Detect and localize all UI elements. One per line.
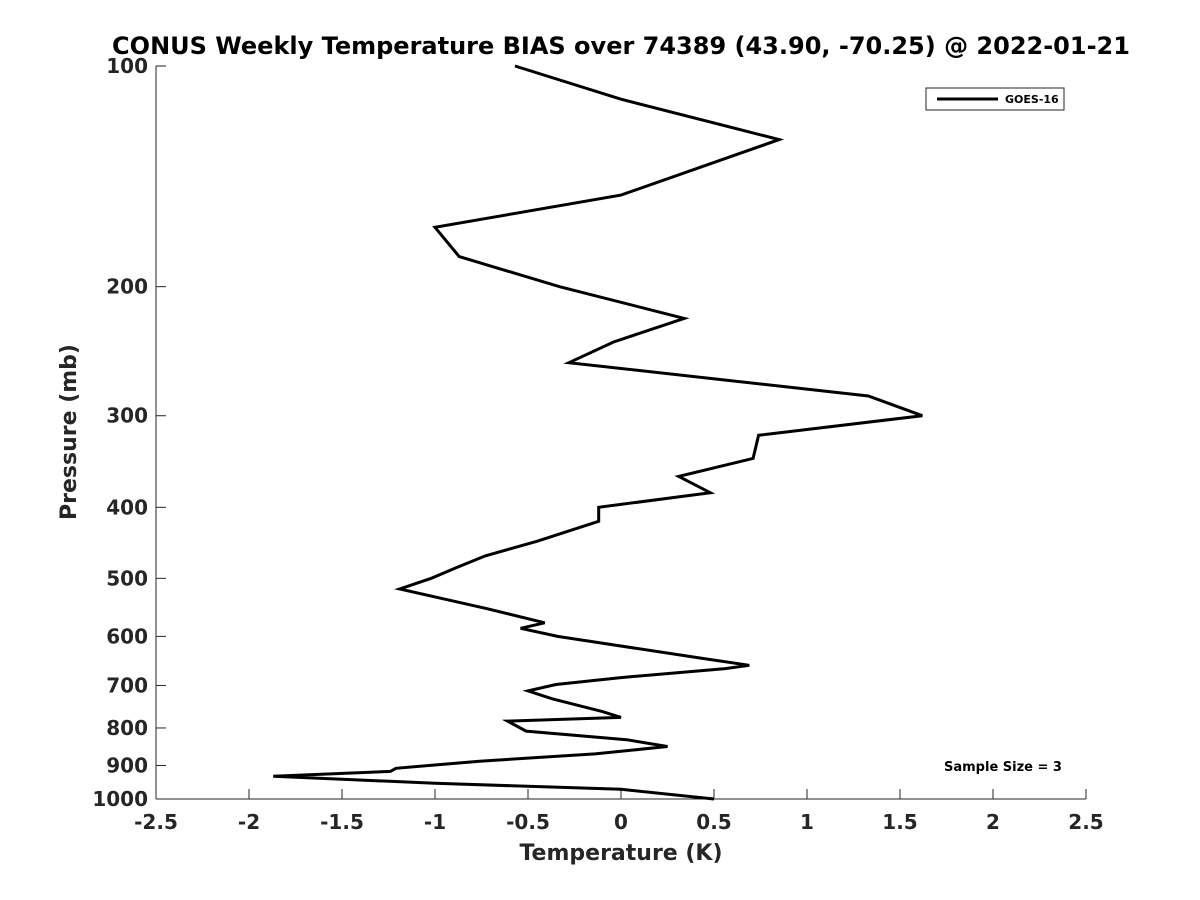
x-tick-label: -1.5 xyxy=(320,810,364,834)
x-tick-label: 1 xyxy=(800,810,814,834)
y-tick-label: 600 xyxy=(106,624,148,648)
series-layer xyxy=(273,64,923,801)
x-axis-ticks: -2.5 -2 -1.5 -1 -0.5 0 0.5 1 1.5 2 2.5 xyxy=(134,789,1104,834)
y-tick-label: 500 xyxy=(106,566,148,590)
legend-label: GOES-16 xyxy=(1005,93,1059,106)
y-tick-label: 300 xyxy=(106,404,148,428)
series-line-goes-16 xyxy=(273,64,923,801)
x-tick-label: 2.5 xyxy=(1068,810,1103,834)
y-tick-label: 800 xyxy=(106,716,148,740)
y-tick-label: 900 xyxy=(106,753,148,777)
y-tick-label: 1000 xyxy=(92,787,148,811)
y-tick-label: 700 xyxy=(106,673,148,697)
x-tick-label: 2 xyxy=(986,810,1000,834)
x-tick-label: -0.5 xyxy=(506,810,550,834)
legend: GOES-16 xyxy=(925,87,1065,111)
sample-size-annotation: Sample Size = 3 xyxy=(944,760,1062,775)
x-axis-title: Temperature (K) xyxy=(519,841,722,866)
chart-title: CONUS Weekly Temperature BIAS over 74389… xyxy=(112,32,1130,60)
x-tick-label: -2 xyxy=(238,810,260,834)
x-tick-label: 0.5 xyxy=(696,810,731,834)
x-tick-label: 0 xyxy=(614,810,628,834)
y-axis-title: Pressure (mb) xyxy=(57,344,82,520)
y-tick-label: 200 xyxy=(106,275,148,299)
y-axis-ticks: 100 200 300 400 500 600 700 800 900 1000 xyxy=(92,54,166,811)
x-tick-label: -2.5 xyxy=(134,810,178,834)
y-tick-label: 100 xyxy=(106,54,148,78)
x-tick-label: 1.5 xyxy=(882,810,917,834)
y-tick-label: 400 xyxy=(106,495,148,519)
x-tick-label: -1 xyxy=(424,810,446,834)
